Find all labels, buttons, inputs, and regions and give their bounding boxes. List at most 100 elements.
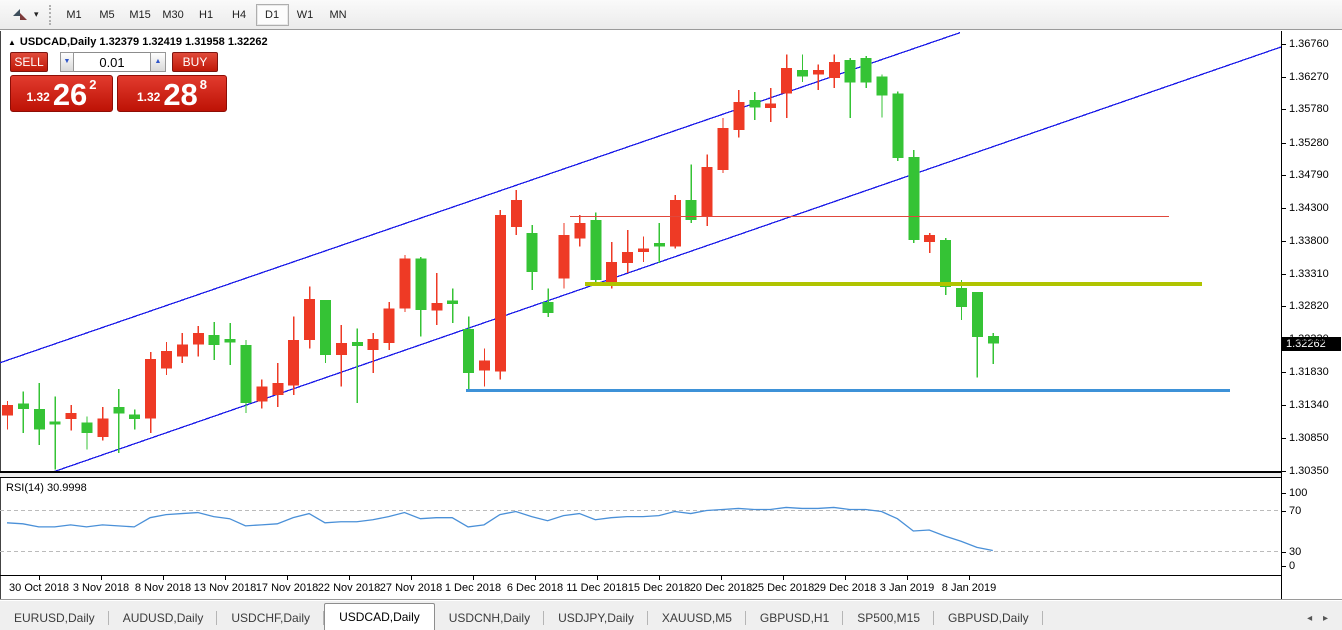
price-axis-label: 1.35280 <box>1289 136 1329 149</box>
rsi-line <box>6 506 993 552</box>
buy-button[interactable]: BUY <box>172 52 218 72</box>
rsi-axis-label: 30 <box>1289 545 1302 558</box>
chart-tab-gbpusd-h1[interactable]: GBPUSD,H1 <box>746 606 844 630</box>
tab-scroll-arrows: ◂ ▸ <box>1303 613 1342 624</box>
price-axis: 1.32262 1.36760 1.36270 1.35780 1.35280 1.34… <box>1282 30 1342 599</box>
time-axis-label: 8 Nov 2018 <box>134 582 192 594</box>
candle <box>860 55 872 88</box>
price-axis-label: 1.32820 <box>1289 300 1329 313</box>
chart-tab-xauusd-m5[interactable]: XAUUSD,M5 <box>648 606 746 630</box>
top-toolbar: ▾ M1 M5 M15 M30 H1 H4 D1 W1 MN <box>0 0 1342 30</box>
axis-tick <box>1282 273 1286 275</box>
trend-channel-line[interactable] <box>0 32 961 364</box>
chart-tab-sp500-m15[interactable]: SP500,M15 <box>843 606 934 630</box>
chart-tab-usdjpy-daily[interactable]: USDJPY,Daily <box>544 606 648 630</box>
axis-tick <box>1282 566 1286 567</box>
axis-tick <box>783 576 784 580</box>
axis-tick <box>1282 551 1286 553</box>
buy-price-big: 28 <box>163 77 198 112</box>
sell-price-prefix: 1.32 <box>26 90 50 104</box>
toolbar-grip[interactable] <box>48 4 52 25</box>
axis-tick <box>1282 471 1286 472</box>
buy-price-panel[interactable]: 1.32 28 8 <box>117 75 227 112</box>
axis-tick <box>1282 76 1286 78</box>
buy-price-sup: 8 <box>199 77 208 92</box>
candle <box>320 299 331 364</box>
candle <box>733 89 745 138</box>
axis-tick <box>1282 109 1286 111</box>
chart-tab-audusd-daily[interactable]: AUDUSD,Daily <box>109 606 218 630</box>
timeframe-button-H4[interactable]: H4 <box>232 8 247 21</box>
candle <box>113 389 125 454</box>
chevron-down-icon[interactable]: ▾ <box>34 9 39 19</box>
axis-tick <box>721 576 722 580</box>
candle <box>240 339 252 414</box>
sell-price-panel[interactable]: 1.32 26 2 <box>10 75 113 112</box>
timeframe-button-M1[interactable]: M1 <box>66 8 82 21</box>
chart-tab-gbpusd-daily[interactable]: GBPUSD,Daily <box>934 606 1043 630</box>
buy-price-prefix: 1.32 <box>136 90 161 104</box>
axis-tick <box>1282 207 1286 209</box>
candle <box>781 54 793 118</box>
timeframe-button-MN[interactable]: MN <box>329 8 347 21</box>
timeframe-button-M30[interactable]: M30 <box>162 8 184 21</box>
timeframe-button-M5[interactable]: M5 <box>99 8 115 21</box>
time-axis-label: 20 Dec 2018 <box>689 582 753 594</box>
timeframe-button-W1[interactable]: W1 <box>296 8 314 21</box>
candle <box>494 209 506 380</box>
candle <box>224 323 236 366</box>
chart-tab-usdcnh-daily[interactable]: USDCNH,Daily <box>435 606 545 630</box>
rsi-axis-label: 0 <box>1289 560 1296 572</box>
chart-tab-usdcad-daily[interactable]: USDCAD,Daily <box>324 603 435 630</box>
pane-divider[interactable] <box>0 473 1281 477</box>
chart-tab-eurusd-daily[interactable]: EURUSD,Daily <box>0 606 109 630</box>
candle <box>685 164 697 224</box>
sell-button[interactable]: SELL <box>10 52 48 72</box>
rsi-indicator-label: RSI(14) 30.9998 <box>6 482 87 494</box>
axis-tick <box>907 576 908 580</box>
volume-input[interactable] <box>74 52 150 72</box>
candle <box>399 255 411 312</box>
main-chart-pane[interactable] <box>0 31 1281 473</box>
candle <box>17 391 29 434</box>
axis-tick <box>845 576 846 580</box>
candle <box>65 405 77 431</box>
collapse-icon[interactable]: ▲ <box>8 38 16 47</box>
timeframe-button-D1[interactable]: D1 <box>255 3 289 26</box>
axis-tick <box>225 576 226 580</box>
tab-scroll-right-icon[interactable]: ▸ <box>1322 613 1328 624</box>
axis-tick <box>349 576 350 580</box>
timeframe-tool-icon[interactable] <box>8 6 32 24</box>
volume-decrease-button[interactable]: ▼ <box>60 52 74 72</box>
axis-tick <box>163 576 164 580</box>
rsi-axis-label: 100 <box>1289 487 1308 499</box>
trend-channel-line[interactable] <box>0 46 1281 473</box>
price-axis-label: 1.33310 <box>1289 267 1329 280</box>
candle <box>638 236 649 262</box>
candle <box>797 54 808 82</box>
volume-increase-button[interactable]: ▲ <box>150 52 166 72</box>
axis-tick <box>659 576 660 580</box>
candle <box>558 223 570 289</box>
chart-tab-usdchf-daily[interactable]: USDCHF,Daily <box>217 606 324 630</box>
time-axis-label: 25 Dec 2018 <box>751 582 815 594</box>
axis-tick <box>597 576 598 580</box>
candle <box>956 279 967 320</box>
timeframe-button-M15[interactable]: M15 <box>129 8 151 21</box>
one-click-trading-panel: SELL ▼ ▲ BUY 1.32 26 2 1.32 28 8 <box>8 50 234 114</box>
candle <box>971 291 983 378</box>
chart-tab-bar: EURUSD,Daily AUDUSD,Daily USDCHF,Daily USDC… <box>0 599 1342 630</box>
candle <box>606 241 618 289</box>
price-axis-label: 1.36270 <box>1289 70 1329 83</box>
candle <box>49 396 61 470</box>
axis-tick <box>969 576 970 580</box>
time-axis-label: 6 Dec 2018 <box>506 582 564 594</box>
tab-scroll-left-icon[interactable]: ◂ <box>1307 613 1313 624</box>
rsi-pane[interactable] <box>0 478 1281 575</box>
pane-border <box>0 575 1281 576</box>
candle <box>542 288 554 318</box>
candle <box>129 409 141 430</box>
timeframe-button-H1[interactable]: H1 <box>199 8 214 21</box>
price-axis-label: 1.36760 <box>1289 38 1329 50</box>
axis-tick <box>1282 372 1286 374</box>
